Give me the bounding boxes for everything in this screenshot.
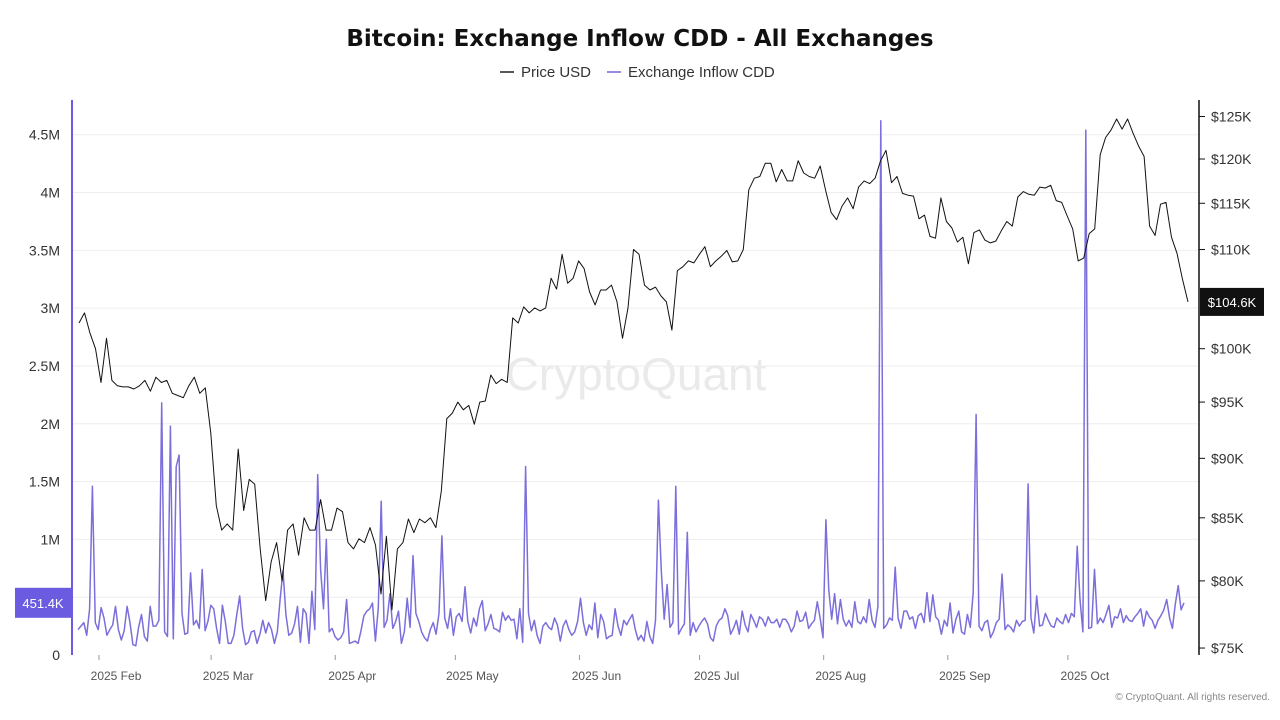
legend: Price USD Exchange Inflow CDD — [500, 64, 775, 81]
right-tick-label: $125K — [1211, 109, 1252, 125]
x-tick-label: 2025 Jun — [572, 669, 621, 683]
left-tick-label: 2.5M — [29, 358, 60, 374]
current-cdd-badge: 451.4K — [15, 587, 72, 618]
watermark: CryptoQuant — [506, 348, 767, 400]
left-tick-label: 3M — [41, 300, 60, 316]
right-tick-label: $80K — [1211, 573, 1244, 589]
right-tick-label: $75K — [1211, 640, 1244, 656]
left-tick-label: 3.5M — [29, 242, 60, 258]
right-tick-label: $100K — [1211, 341, 1252, 357]
current-price-label: $104.6K — [1208, 295, 1257, 310]
right-tick-label: $95K — [1211, 394, 1244, 410]
left-tick-label: 1M — [41, 531, 60, 547]
legend-price-label: Price USD — [521, 64, 591, 81]
x-tick-label: 2025 Oct — [1061, 669, 1110, 683]
x-tick-label: 2025 Feb — [91, 669, 142, 683]
x-tick-label: 2025 Apr — [328, 669, 376, 683]
series-line-exchange-inflow-cdd — [77, 120, 1185, 647]
current-price-badge: $104.6K — [1200, 287, 1264, 316]
x-tick-label: 2025 Aug — [815, 669, 866, 683]
right-tick-label: $115K — [1211, 195, 1251, 211]
chart-title: Bitcoin: Exchange Inflow CDD - All Excha… — [346, 26, 933, 52]
x-tick-label: 2025 May — [446, 669, 499, 683]
right-tick-label: $120K — [1211, 151, 1252, 167]
x-tick-label: 2025 Sep — [939, 669, 991, 683]
left-tick-label: 1.5M — [29, 474, 60, 490]
right-tick-label: $110K — [1211, 242, 1251, 258]
current-cdd-badge-bg — [15, 587, 72, 618]
left-tick-label: 4.5M — [29, 127, 60, 143]
current-cdd-label: 451.4K — [22, 596, 64, 611]
current-price-badge-bg — [1200, 287, 1264, 316]
left-tick-label: 2M — [41, 416, 60, 432]
left-tick-label: 4M — [41, 185, 60, 201]
copyright-footer: © CryptoQuant. All rights reserved. — [1115, 692, 1270, 703]
right-tick-label: $90K — [1211, 450, 1244, 466]
legend-cdd-label: Exchange Inflow CDD — [628, 64, 775, 81]
x-tick-label: 2025 Jul — [694, 669, 739, 683]
left-tick-label: 0 — [52, 647, 60, 663]
grid — [72, 134, 1199, 598]
x-axis-ticks: 2025 Feb 2025 Mar 2025 Apr 2025 May 2025 Jun… — [91, 655, 1110, 683]
x-tick-label: 2025 Mar — [203, 669, 254, 683]
series-line-price-usd — [78, 118, 1189, 611]
right-tick-label: $85K — [1211, 510, 1244, 526]
right-axis-ticks: $75K $80K $85K $90K $95K $100K $110K $115K $120K… — [1199, 109, 1252, 656]
